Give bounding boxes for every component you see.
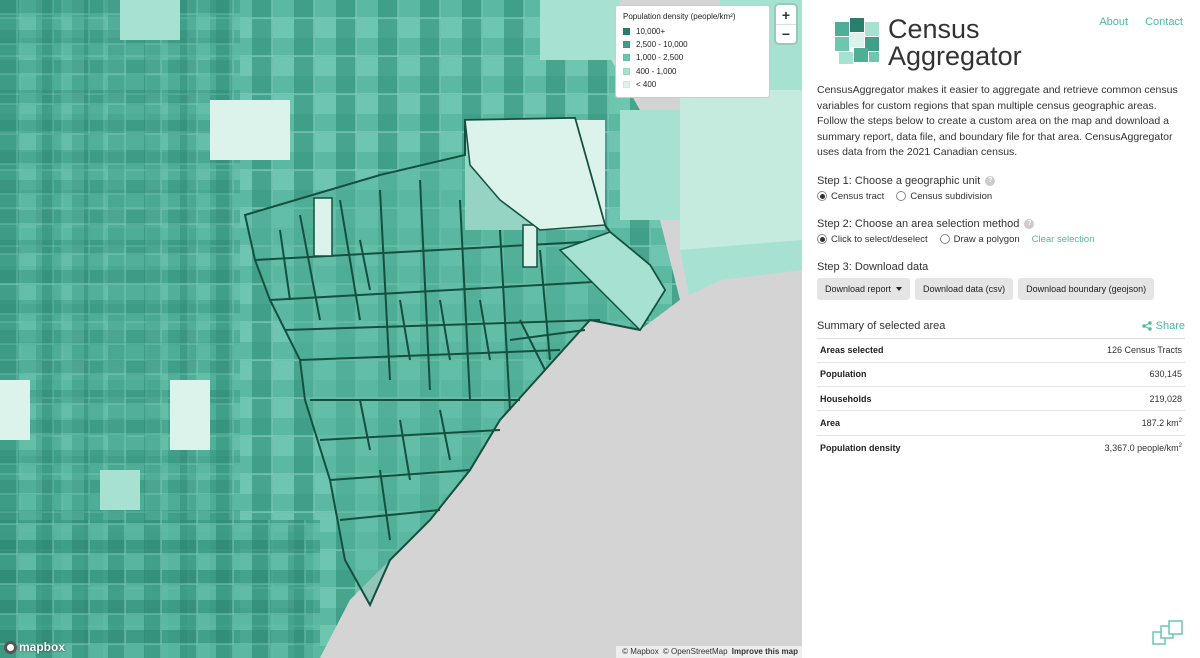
zoom-out-button[interactable]: − xyxy=(776,24,796,43)
legend-title: Population density (people/km²) xyxy=(623,12,736,21)
legend-swatch xyxy=(623,54,630,62)
legend-item: 2,500 - 10,000 xyxy=(623,38,762,51)
selection-method-options: Click to select/deselect Draw a polygon … xyxy=(817,234,1185,245)
summary-key: Areas selected xyxy=(817,337,1005,363)
superscript: 2 xyxy=(1178,418,1182,425)
attribution-mapbox-link[interactable]: © Mapbox xyxy=(622,647,659,656)
legend-swatch xyxy=(623,41,630,49)
superscript: 2 xyxy=(1178,442,1182,449)
summary-key: Population density xyxy=(817,434,1005,460)
summary-value-text: 3,367.0 people/km xyxy=(1104,442,1179,453)
map-canvas[interactable]: Population density (people/km²) 10,000+ … xyxy=(0,0,802,658)
table-row: Areas selected 126 Census Tracts xyxy=(817,337,1185,363)
intro-text: CensusAggregator makes it easier to aggr… xyxy=(817,84,1178,158)
summary-key: Population xyxy=(817,361,1005,387)
radio-label: Census tract xyxy=(831,190,885,202)
summary-value-text: 187.2 km xyxy=(1141,418,1179,429)
radio-unselected-icon xyxy=(939,234,950,244)
zoom-control: + − xyxy=(776,5,796,43)
radio-label: Draw a polygon xyxy=(953,233,1020,245)
radio-click-select[interactable]: Click to select/deselect xyxy=(817,234,928,245)
clear-selection-link[interactable]: Clear selection xyxy=(1031,233,1095,245)
button-label: Download report xyxy=(825,283,892,294)
mapbox-icon xyxy=(4,640,17,654)
radio-label: Census subdivision xyxy=(910,190,993,202)
download-report-button[interactable]: Download report xyxy=(817,277,911,300)
improve-map-link[interactable]: Improve this map xyxy=(731,647,798,656)
summary-header: Summary of selected area Share xyxy=(817,320,1185,332)
attribution-osm-link[interactable]: © OpenStreetMap xyxy=(662,647,728,656)
download-csv-button[interactable]: Download data (csv) xyxy=(915,277,1014,300)
download-buttons: Download report Download data (csv) Down… xyxy=(817,277,1185,300)
radio-census-subdivision[interactable]: Census subdivision xyxy=(896,191,992,202)
share-icon xyxy=(1141,320,1152,331)
table-row: Population density 3,367.0 people/km2 xyxy=(817,434,1185,460)
summary-key: Area xyxy=(817,410,1005,436)
help-icon[interactable]: ? xyxy=(1024,218,1035,229)
app-title-line1: Census xyxy=(888,14,980,44)
legend-swatch xyxy=(623,80,630,88)
top-nav: About Contact xyxy=(1099,16,1183,28)
legend-swatch xyxy=(623,67,630,75)
legend-item: < 400 xyxy=(623,78,762,91)
table-row: Households 219,028 xyxy=(817,386,1185,411)
map-attribution: © Mapbox © OpenStreetMap Improve this ma… xyxy=(616,646,802,658)
radio-selected-icon xyxy=(817,191,827,201)
mapbox-logo[interactable]: mapbox xyxy=(4,640,65,654)
summary-value: 126 Census Tracts xyxy=(1004,337,1185,363)
summary-value: 219,028 xyxy=(1004,386,1185,411)
step1-title: Step 1: Choose a geographic unit ? xyxy=(817,175,1185,187)
sidebar: Census Aggregator About Contact CensusAg… xyxy=(802,0,1200,658)
summary-value: 630,145 xyxy=(1004,361,1185,387)
legend-item: 1,000 - 2,500 xyxy=(623,51,762,64)
map-legend: Population density (people/km²) 10,000+ … xyxy=(615,5,770,98)
summary-title: Summary of selected area xyxy=(817,319,946,332)
summary-table: Areas selected 126 Census Tracts Populat… xyxy=(817,337,1185,460)
zoom-in-button[interactable]: + xyxy=(781,6,791,23)
summary-key: Households xyxy=(817,386,1005,411)
legend-label: 400 - 1,000 xyxy=(636,66,677,76)
nav-about-link[interactable]: About xyxy=(1099,16,1129,28)
legend-label: 1,000 - 2,500 xyxy=(636,53,684,63)
geographic-unit-options: Census tract Census subdivision xyxy=(817,191,1185,202)
legend-label: < 400 xyxy=(636,79,657,89)
share-label: Share xyxy=(1155,319,1185,332)
nav-contact-link[interactable]: Contact xyxy=(1145,16,1183,28)
download-geojson-button[interactable]: Download boundary (geojson) xyxy=(1018,277,1155,300)
legend-label: 2,500 - 10,000 xyxy=(636,40,688,50)
radio-unselected-icon xyxy=(896,191,907,201)
step2-title: Step 2: Choose an area selection method … xyxy=(817,218,1185,230)
step3-title: Step 3: Download data xyxy=(817,261,1185,273)
help-icon[interactable]: ? xyxy=(985,175,996,186)
table-row: Area 187.2 km2 xyxy=(817,410,1185,436)
legend-item: 400 - 1,000 xyxy=(623,65,762,78)
legend-label: 10,000+ xyxy=(636,27,666,37)
legend-swatch xyxy=(623,28,630,36)
mapbox-wordmark: mapbox xyxy=(19,640,66,654)
census-tract-choropleth[interactable] xyxy=(0,0,802,658)
step3-label: Step 3: Download data xyxy=(817,260,929,273)
radio-draw-polygon[interactable]: Draw a polygon xyxy=(939,233,1020,245)
step2-label: Step 2: Choose an area selection method xyxy=(817,217,1020,230)
table-row: Population 630,145 xyxy=(817,361,1185,387)
share-button[interactable]: Share xyxy=(1141,319,1185,332)
stacked-windows-icon xyxy=(1152,620,1183,645)
census-aggregator-logo-icon[interactable] xyxy=(833,16,883,66)
app-title-line2: Aggregator xyxy=(888,41,1022,71)
summary-value: 3,367.0 people/km2 xyxy=(1004,434,1185,460)
selected-area xyxy=(243,116,667,608)
caret-down-icon xyxy=(896,286,903,291)
step1-label: Step 1: Choose a geographic unit xyxy=(817,174,981,187)
app-title[interactable]: Census Aggregator xyxy=(888,16,1022,70)
summary-value: 187.2 km2 xyxy=(1004,410,1185,436)
radio-census-tract[interactable]: Census tract xyxy=(817,191,884,202)
radio-label: Click to select/deselect xyxy=(831,233,928,245)
legend-item: 10,000+ xyxy=(623,25,762,38)
header: Census Aggregator About Contact xyxy=(817,0,1185,78)
radio-selected-icon xyxy=(817,234,827,244)
